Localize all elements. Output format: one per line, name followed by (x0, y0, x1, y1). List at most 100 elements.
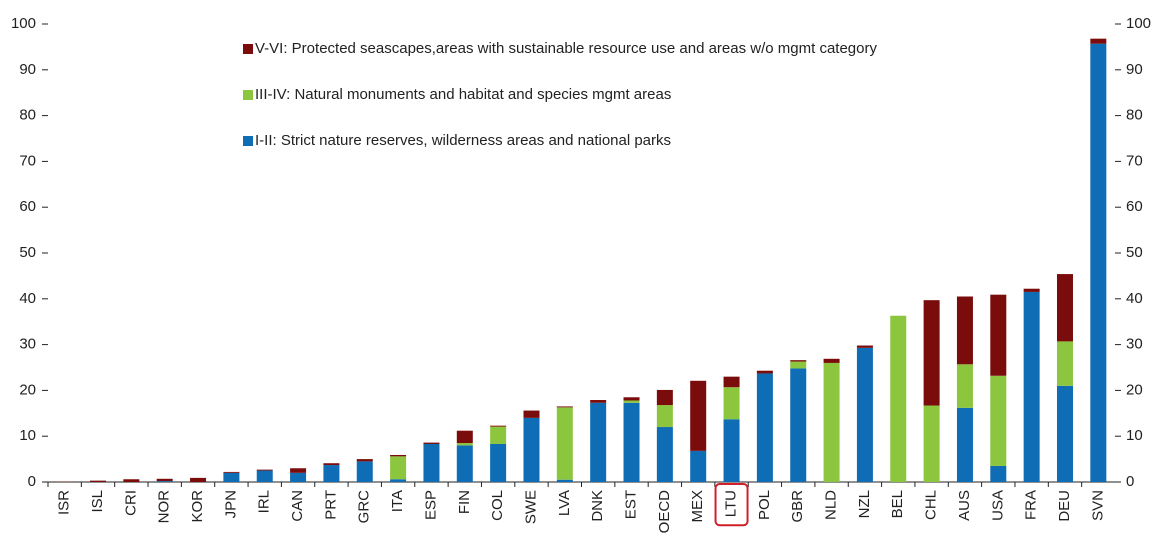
bar-segment (657, 405, 673, 427)
bar-segment (924, 300, 940, 405)
bar-segment (1090, 44, 1106, 482)
legend-swatch (243, 136, 253, 146)
legend-label: I-II: Strict nature reserves, wilderness… (255, 132, 671, 149)
legend-swatch (243, 44, 253, 54)
bar-segment (957, 364, 973, 408)
bar-segment (790, 360, 806, 361)
bar-segment (557, 406, 573, 407)
x-tick-label: CRI (122, 490, 139, 516)
bar-segment (323, 463, 339, 465)
x-tick-label: PRT (322, 490, 339, 520)
bar-segment (457, 443, 473, 445)
bar-segment (390, 456, 406, 479)
bar-segment (724, 419, 740, 482)
x-tick-label: DNK (589, 490, 606, 522)
bar-segment (924, 406, 940, 482)
y2-tick-label: 20 (1126, 381, 1143, 398)
bar-segment (357, 459, 373, 461)
y2-tick-label: 40 (1126, 290, 1143, 307)
bar-segment (557, 480, 573, 482)
bar-segment (90, 481, 106, 482)
x-tick-label: EST (622, 490, 639, 519)
x-tick-label: OECD (656, 490, 673, 534)
y-tick-label: 80 (19, 107, 36, 124)
x-tick-label: ITA (389, 490, 406, 512)
bar-segment (824, 363, 840, 482)
y2-tick-label: 90 (1126, 61, 1143, 78)
y2-tick-label: 30 (1126, 336, 1143, 353)
y2-tick-label: 10 (1126, 427, 1143, 444)
x-tick-label: ESP (422, 490, 439, 520)
bar-segment (1057, 386, 1073, 482)
bar-segment (123, 479, 139, 482)
x-tick-label: COL (489, 490, 506, 521)
bar-segment (857, 348, 873, 482)
bar-segment (1024, 289, 1040, 292)
x-tick-label: CHL (923, 490, 940, 520)
x-tick-label: MEX (689, 490, 706, 523)
bar-segment (857, 346, 873, 348)
bar-segment (390, 455, 406, 456)
bar-segment (657, 390, 673, 405)
y-tick-label: 70 (19, 152, 36, 169)
x-tick-label: AUS (956, 490, 973, 521)
bar-segment (423, 444, 439, 482)
bar-segment (490, 426, 506, 427)
y2-tick-label: 70 (1126, 152, 1143, 169)
y-tick-label: 0 (28, 473, 36, 490)
y-tick-label: 60 (19, 198, 36, 215)
bar-segment (390, 479, 406, 482)
bar-segment (724, 387, 740, 419)
bar-segment (590, 403, 606, 482)
x-tick-label: POL (756, 490, 773, 520)
x-tick-label: NOR (156, 490, 173, 524)
bar-segment (290, 473, 306, 482)
bar-segment (157, 481, 173, 482)
bar-segment (724, 377, 740, 388)
x-tick-label: SVN (1089, 490, 1106, 521)
x-tick-label: DEU (1056, 490, 1073, 522)
bar-segment (257, 471, 273, 482)
bar-segment (824, 359, 840, 363)
y2-tick-label: 60 (1126, 198, 1143, 215)
x-tick-label: NZL (856, 490, 873, 518)
y-tick-label: 20 (19, 381, 36, 398)
legend-swatch (243, 90, 253, 100)
bar-segment (323, 465, 339, 482)
y2-tick-label: 80 (1126, 107, 1143, 124)
bar-segment (290, 468, 306, 473)
x-tick-label: ISL (89, 490, 106, 513)
bar-segment (423, 443, 439, 444)
bar-segment (1057, 341, 1073, 385)
x-tick-label: FRA (1023, 490, 1040, 520)
bar-segment (624, 397, 640, 400)
bar-segment (523, 411, 539, 418)
y-tick-label: 90 (19, 61, 36, 78)
y2-tick-label: 0 (1126, 473, 1134, 490)
bar-segment (990, 466, 1006, 482)
bar-segment (690, 451, 706, 482)
bar-segment (157, 479, 173, 481)
bar-segment (1057, 274, 1073, 341)
x-tick-label: LTU (723, 490, 740, 517)
bar-segment (690, 381, 706, 451)
bar-segment (790, 368, 806, 482)
y-tick-label: 10 (19, 427, 36, 444)
bar-segment (957, 408, 973, 482)
bar-segment (223, 472, 239, 473)
bar-segment (757, 373, 773, 482)
bar-segment (790, 362, 806, 369)
x-tick-label: USA (989, 490, 1006, 521)
bar-segment (1024, 292, 1040, 482)
bar-segment (523, 418, 539, 482)
y-tick-label: 100 (11, 15, 36, 32)
legend-label: V-VI: Protected seascapes,areas with sus… (255, 40, 877, 57)
bar-segment (223, 473, 239, 482)
bar-segment (357, 461, 373, 482)
bar-segment (557, 407, 573, 479)
y-tick-label: 30 (19, 336, 36, 353)
bar-segment (1090, 39, 1106, 44)
bar-segment (490, 427, 506, 444)
legend-label: III-IV: Natural monuments and habitat an… (255, 86, 671, 103)
